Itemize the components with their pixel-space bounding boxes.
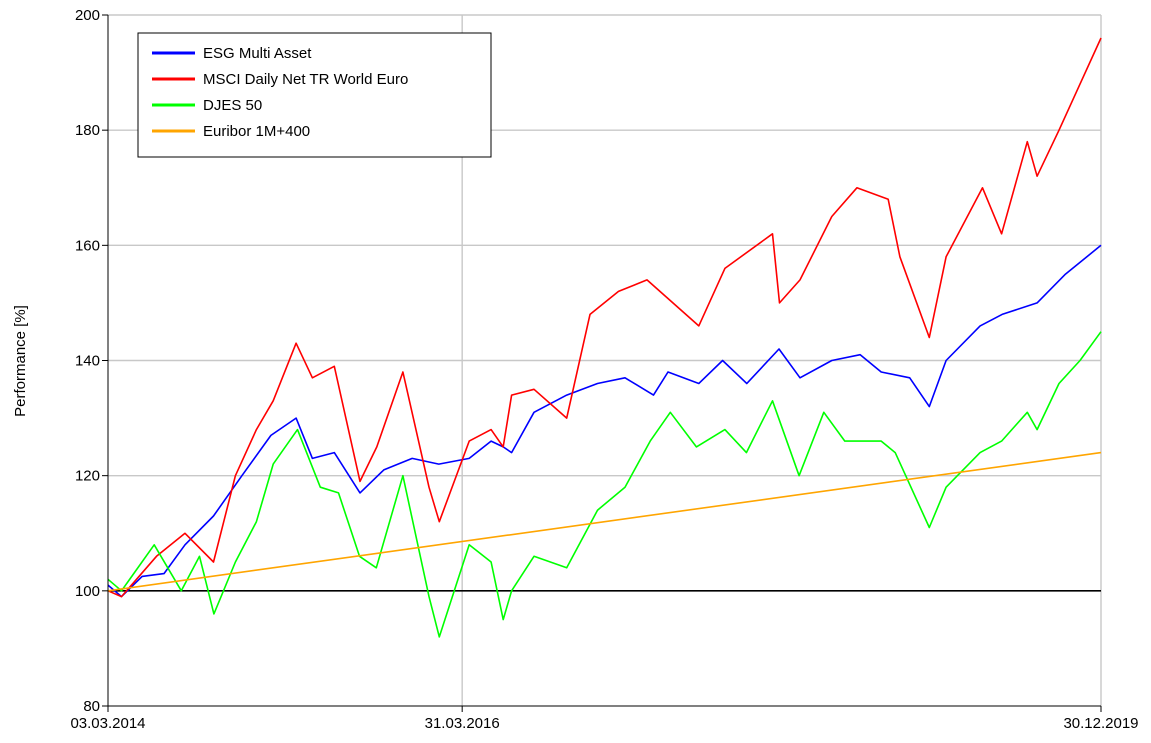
legend-label: ESG Multi Asset xyxy=(203,45,312,62)
series-line-2 xyxy=(107,331,1102,638)
y-tick-label: 180 xyxy=(75,122,100,139)
series-lines xyxy=(107,37,1102,638)
legend-label: MSCI Daily Net TR World Euro xyxy=(203,71,408,88)
x-tick-label: 03.03.2014 xyxy=(70,715,145,732)
y-tick-label: 100 xyxy=(75,583,100,600)
y-tick-label: 140 xyxy=(75,353,100,370)
y-tick-label: 160 xyxy=(75,237,100,254)
legend-label: DJES 50 xyxy=(203,97,262,114)
legend-label: Euribor 1M+400 xyxy=(203,123,310,140)
legend-box xyxy=(137,32,492,158)
y-tick-label: 200 xyxy=(75,7,100,24)
series-line-3 xyxy=(107,451,1102,592)
x-tick-label: 31.03.2016 xyxy=(425,715,500,732)
legend: ESG Multi Asset MSCI Daily Net TR World E… xyxy=(137,32,492,158)
axes: 80 100 120 140 160 180 200 03.03.2014 31.03.2016… xyxy=(70,7,1138,732)
y-axis-title: Performance [%] xyxy=(12,305,29,417)
y-tick-label: 120 xyxy=(75,468,100,485)
series-line-0 xyxy=(107,244,1102,598)
series-line-1 xyxy=(107,37,1102,598)
y-tick-label: 80 xyxy=(83,698,100,715)
x-tick-label: 30.12.2019 xyxy=(1063,715,1138,732)
